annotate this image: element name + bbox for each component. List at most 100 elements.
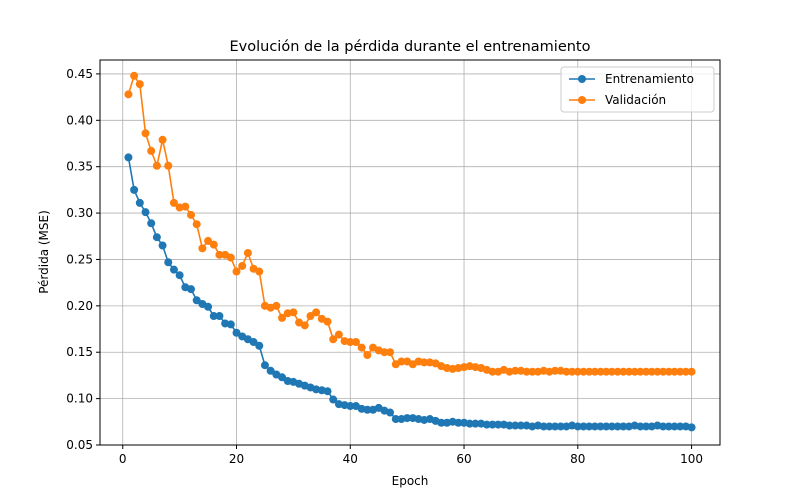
data-point — [619, 422, 628, 431]
data-point — [380, 348, 389, 357]
data-point — [198, 244, 207, 253]
data-point — [334, 330, 343, 339]
y-tick-label: 0.40 — [66, 113, 93, 127]
data-point — [681, 367, 690, 376]
legend-item: Validación — [569, 93, 666, 107]
data-point — [130, 71, 139, 80]
data-point — [551, 366, 560, 375]
data-point — [260, 361, 269, 370]
data-point — [243, 248, 252, 257]
data-point — [511, 421, 520, 430]
data-point — [266, 366, 275, 375]
data-point — [636, 422, 645, 431]
data-point — [585, 422, 594, 431]
data-point — [505, 421, 514, 430]
data-point — [562, 367, 571, 376]
data-point — [590, 367, 599, 376]
data-point — [607, 367, 616, 376]
data-point — [357, 343, 366, 352]
data-point — [272, 301, 281, 310]
legend-label: Entrenamiento — [605, 72, 694, 86]
data-point — [602, 367, 611, 376]
data-point — [312, 308, 321, 317]
data-point — [659, 422, 668, 431]
data-point — [613, 422, 622, 431]
data-point — [323, 387, 332, 396]
data-point — [676, 422, 685, 431]
data-point — [255, 341, 264, 350]
data-point — [687, 367, 696, 376]
data-point — [164, 161, 173, 170]
data-point — [124, 90, 133, 99]
data-point — [556, 422, 565, 431]
data-point — [141, 208, 150, 217]
data-point — [573, 422, 582, 431]
plot-frame — [99, 59, 721, 446]
x-axis-label: Epoch — [392, 474, 429, 488]
data-point — [391, 415, 400, 424]
y-tick-label: 0.25 — [66, 252, 93, 266]
data-point — [135, 198, 144, 207]
data-point — [187, 210, 196, 219]
data-point — [158, 241, 167, 250]
grid-lines — [100, 60, 720, 446]
data-point — [169, 198, 178, 207]
data-point — [346, 402, 355, 411]
data-point — [488, 420, 497, 429]
legend: Entrenamiento Validación — [560, 66, 715, 113]
x-tick-label: 40 — [343, 452, 358, 466]
data-point — [192, 220, 201, 229]
data-point — [215, 250, 224, 259]
data-point — [255, 267, 264, 276]
data-point — [238, 261, 247, 270]
y-tick-label: 0.05 — [66, 438, 93, 452]
data-point — [516, 421, 525, 430]
data-point — [164, 258, 173, 267]
data-point — [630, 367, 639, 376]
series-1 — [124, 153, 696, 432]
data-point — [670, 367, 679, 376]
data-point — [659, 367, 668, 376]
data-point — [602, 422, 611, 431]
data-point — [579, 367, 588, 376]
data-point — [192, 296, 201, 305]
legend-marker — [578, 75, 586, 83]
data-point — [403, 414, 412, 423]
data-point — [169, 265, 178, 274]
data-point — [619, 367, 628, 376]
y-tick-label: 0.10 — [66, 392, 93, 406]
data-point — [653, 367, 662, 376]
axis-ticks: 0 20 40 60 80 100 0.05 0.10 0.15 0.20 0.25 0.30 0.35… — [66, 67, 703, 466]
data-point — [494, 420, 503, 429]
data-point — [687, 423, 696, 432]
data-point — [454, 418, 463, 427]
data-point — [306, 312, 315, 321]
data-point — [181, 202, 190, 211]
data-point — [130, 185, 139, 194]
data-point — [482, 420, 491, 429]
data-point — [642, 422, 651, 431]
data-point — [528, 367, 537, 376]
data-point — [573, 367, 582, 376]
data-point — [511, 366, 520, 375]
data-point — [226, 253, 235, 262]
data-point — [471, 419, 480, 428]
legend-item: Entrenamiento — [569, 72, 694, 86]
data-point — [420, 358, 429, 367]
data-point — [141, 129, 150, 138]
series-layer — [124, 71, 696, 432]
data-point — [596, 422, 605, 431]
data-point — [664, 422, 673, 431]
data-point — [232, 328, 241, 337]
legend-box — [560, 66, 715, 113]
data-point — [437, 418, 446, 427]
data-point — [204, 236, 213, 245]
data-point — [670, 422, 679, 431]
data-point — [209, 312, 218, 321]
data-point — [664, 367, 673, 376]
y-tick-label: 0.30 — [66, 206, 93, 220]
data-point — [323, 317, 332, 326]
x-tick-label: 80 — [570, 452, 585, 466]
data-point — [465, 419, 474, 428]
